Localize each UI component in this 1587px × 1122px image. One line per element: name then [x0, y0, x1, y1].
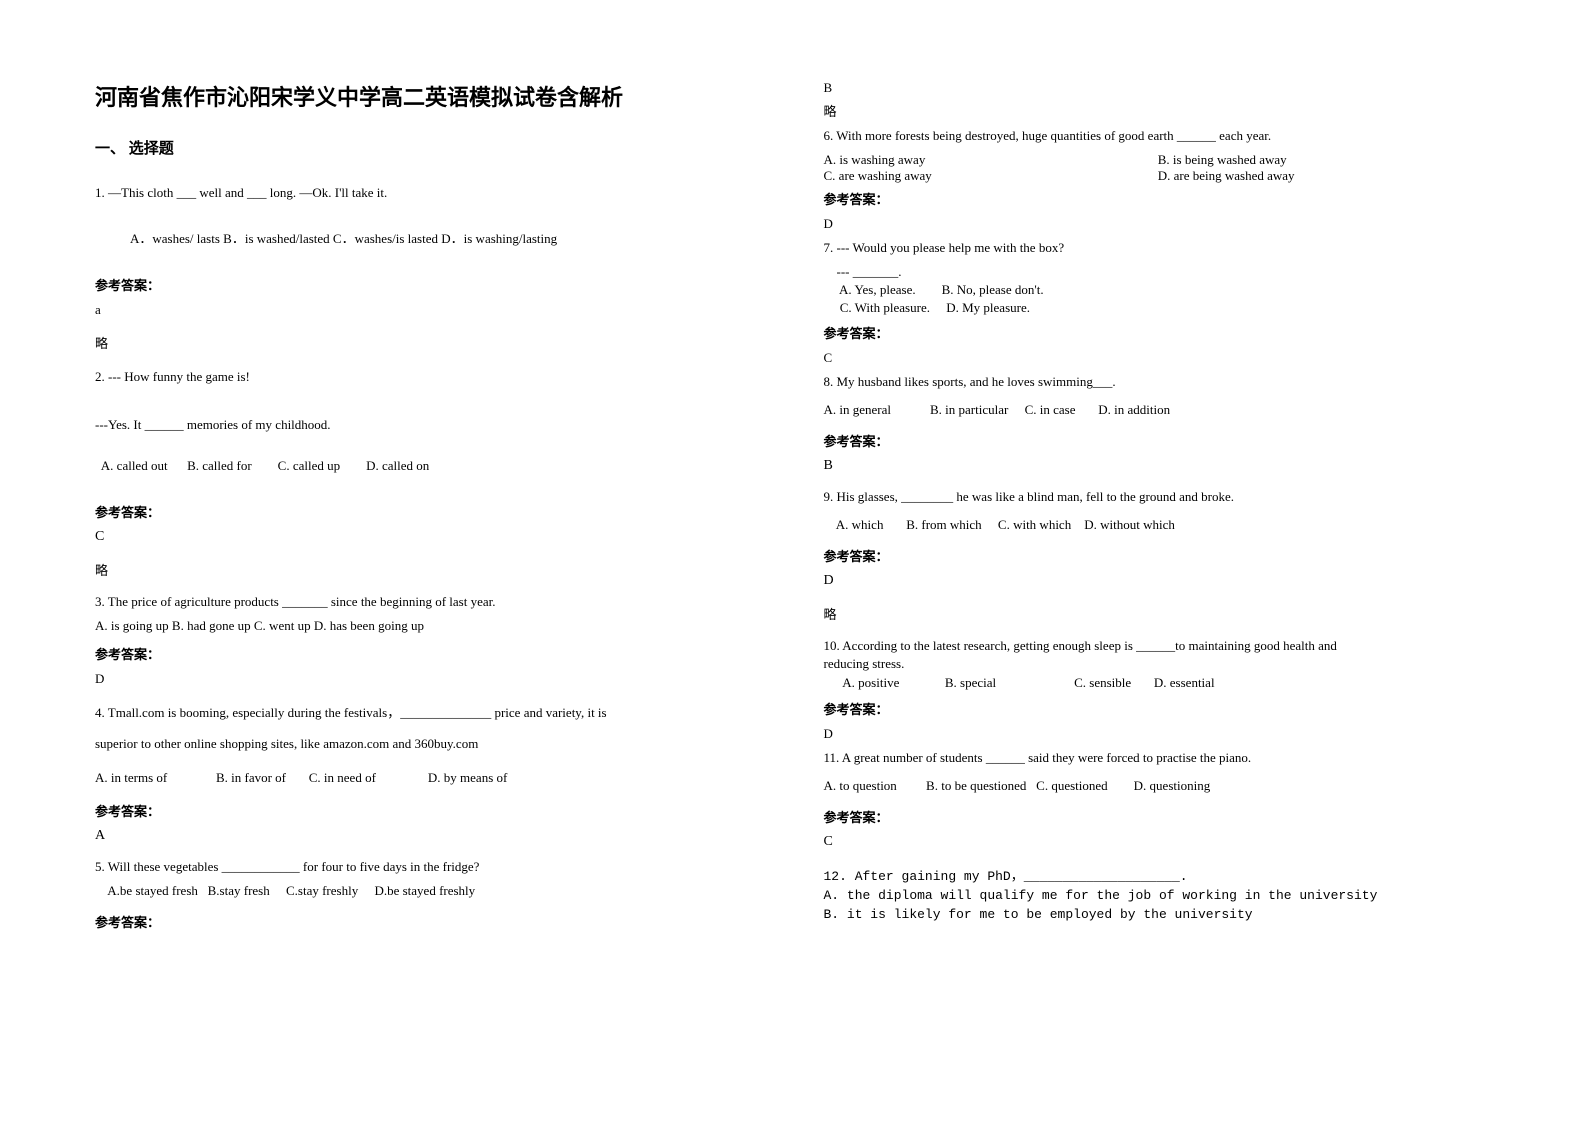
question-3-options: A. is going up B. had gone up C. went up…: [95, 618, 764, 634]
answer-9: D: [824, 573, 1493, 589]
answer-label: 参考答案：: [824, 189, 1493, 208]
answer-label: 参考答案：: [824, 699, 1493, 718]
question-5-options: A.be stayed fresh B.stay fresh C.stay fr…: [95, 883, 764, 899]
omit: 略: [95, 333, 764, 352]
question-8: 8. My husband likes sports, and he loves…: [824, 374, 1493, 390]
question-7-line2: --- _______.: [824, 264, 1493, 280]
question-4-options: A. in terms of B. in favor of C. in need…: [95, 770, 764, 786]
question-11-options: A. to question B. to be questioned C. qu…: [824, 778, 1493, 794]
omit: 略: [824, 604, 1493, 623]
question-6: 6. With more forests being destroyed, hu…: [824, 128, 1493, 144]
answer-label: 参考答案：: [95, 801, 764, 820]
question-11: 11. A great number of students ______ sa…: [824, 750, 1493, 766]
question-2-line2: ---Yes. It ______ memories of my childho…: [95, 415, 764, 436]
omit: 略: [95, 560, 764, 579]
option-a: A. is washing away: [824, 152, 1158, 168]
omit: 略: [824, 101, 1493, 120]
answer-label: 参考答案：: [95, 502, 764, 521]
question-4-line1: 4. Tmall.com is booming, especially duri…: [95, 702, 764, 721]
answer-11: C: [824, 834, 1493, 850]
section-heading: 一、 选择题: [95, 137, 764, 158]
answer-5: B: [824, 80, 1493, 96]
question-7-options-b: C. With pleasure. D. My pleasure.: [824, 300, 1493, 316]
question-3: 3. The price of agriculture products ___…: [95, 594, 764, 610]
question-9: 9. His glasses, ________ he was like a b…: [824, 489, 1493, 505]
question-6-options-row2: C. are washing away D. are being washed …: [824, 168, 1493, 184]
answer-label: 参考答案：: [824, 546, 1493, 565]
question-6-options-row1: A. is washing away B. is being washed aw…: [824, 152, 1493, 168]
question-2: 2. --- How funny the game is!: [95, 367, 764, 396]
answer-8: B: [824, 458, 1493, 474]
question-12: 12. After gaining my PhD，_______________…: [824, 865, 1493, 884]
answer-6: D: [824, 216, 1493, 232]
question-12-option-a: A. the diploma will qualify me for the j…: [824, 888, 1493, 903]
question-text: 1. —This cloth ___ well and ___ long. —O…: [95, 183, 764, 204]
question-7-line1: 7. --- Would you please help me with the…: [824, 240, 1493, 256]
question-1: 1. —This cloth ___ well and ___ long. —O…: [95, 183, 764, 209]
answer-4: A: [95, 828, 764, 844]
question-text: 2. --- How funny the game is!: [95, 367, 764, 388]
left-column: 河南省焦作市沁阳宋学义中学高二英语模拟试卷含解析 一、 选择题 1. —This…: [95, 80, 764, 1082]
question-9-options: A. which B. from which C. with which D. …: [824, 517, 1493, 533]
answer-label: 参考答案：: [824, 431, 1493, 450]
question-8-options: A. in general B. in particular C. in cas…: [824, 402, 1493, 418]
answer-10: D: [824, 726, 1493, 742]
option-c: C. are washing away: [824, 168, 1158, 184]
answer-2: C: [95, 529, 764, 545]
question-7-options-a: A. Yes, please. B. No, please don't.: [824, 282, 1493, 298]
answer-label: 参考答案：: [95, 275, 764, 294]
question-10-line2: reducing stress.: [824, 656, 1493, 672]
option-d: D. are being washed away: [1158, 168, 1492, 184]
answer-label: 参考答案：: [824, 807, 1493, 826]
answer-1: a: [95, 302, 764, 318]
question-12-option-b: B. it is likely for me to be employed by…: [824, 907, 1493, 922]
question-1-options: A．washes/ lasts B．is washed/lasted C．was…: [130, 229, 764, 250]
answer-3: D: [95, 671, 764, 687]
answer-label: 参考答案：: [824, 323, 1493, 342]
option-b: B. is being washed away: [1158, 152, 1492, 168]
question-2-options: A. called out B. called for C. called up…: [95, 456, 764, 477]
question-10-options: A. positive B. special C. sensible D. es…: [824, 675, 1493, 691]
answer-7: C: [824, 350, 1493, 366]
answer-label: 参考答案：: [95, 644, 764, 663]
question-5: 5. Will these vegetables ____________ fo…: [95, 859, 764, 875]
question-10-line1: 10. According to the latest research, ge…: [824, 638, 1493, 654]
question-4-line2: superior to other online shopping sites,…: [95, 736, 764, 752]
document-title: 河南省焦作市沁阳宋学义中学高二英语模拟试卷含解析: [95, 80, 764, 112]
right-column: B 略 6. With more forests being destroyed…: [824, 80, 1493, 1082]
answer-label: 参考答案：: [95, 912, 764, 931]
